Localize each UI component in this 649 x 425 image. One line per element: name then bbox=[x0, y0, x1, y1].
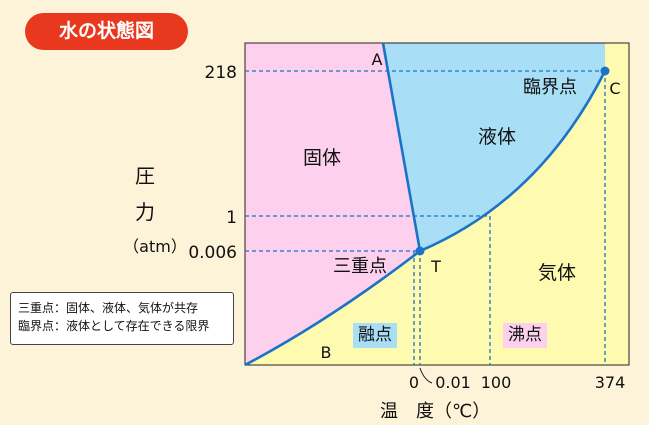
point-t-label: T bbox=[430, 257, 441, 276]
y-tick-218: 218 bbox=[205, 63, 237, 83]
y-axis-label-1: 圧 bbox=[135, 164, 155, 188]
title-badge: 水の状態図 bbox=[25, 13, 188, 50]
melting-curve bbox=[381, 42, 422, 252]
liquid-label: 液体 bbox=[478, 126, 516, 148]
boiling-point-tag: 沸点 bbox=[503, 323, 547, 348]
x-axis-label: 温 度（℃） bbox=[380, 401, 491, 422]
x-tick-0: 0 bbox=[409, 373, 419, 392]
note-line-2: 臨界点：液体として存在できる限界 bbox=[18, 319, 210, 333]
point-b-label: B bbox=[321, 343, 332, 362]
y-tick-0006: 0.006 bbox=[188, 243, 237, 263]
point-a-label: A bbox=[372, 50, 383, 69]
critical-point-marker bbox=[600, 66, 610, 76]
point-c-label: C bbox=[609, 79, 620, 98]
melting-point-tag: 融点 bbox=[353, 323, 397, 348]
sublimation-curve bbox=[244, 249, 421, 367]
plot-frame bbox=[244, 42, 630, 366]
gas-label: 気体 bbox=[538, 262, 576, 284]
note-line-1: 三重点：固体、液体、気体が共存 bbox=[18, 301, 199, 315]
solid-region bbox=[245, 43, 420, 365]
liquid-region bbox=[383, 43, 605, 251]
triple-point-marker bbox=[415, 246, 425, 256]
tick-pointer bbox=[419, 367, 433, 384]
x-tick-001: 0.01 bbox=[435, 373, 471, 392]
y-axis-label-2: 力 bbox=[135, 200, 155, 224]
legend-note: 三重点：固体、液体、気体が共存 臨界点：液体として存在できる限界 bbox=[10, 292, 234, 345]
y-tick-1: 1 bbox=[226, 208, 237, 228]
critical-point-label: 臨界点 bbox=[523, 77, 577, 98]
vaporization-curve bbox=[419, 70, 607, 253]
x-tick-100: 100 bbox=[481, 373, 512, 392]
triple-point-label: 三重点 bbox=[333, 256, 387, 277]
solid-label: 固体 bbox=[303, 147, 341, 169]
y-axis-unit: （atm） bbox=[123, 237, 187, 256]
x-tick-374: 374 bbox=[595, 373, 626, 392]
guide-lines bbox=[245, 70, 606, 365]
